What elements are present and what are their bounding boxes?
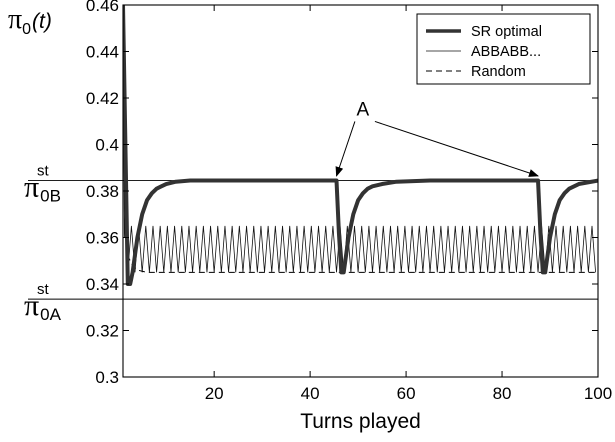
y-axis-label: π0(t) [8, 4, 52, 38]
x-axis-label: Turns played [300, 410, 421, 433]
y-tick-label: 0.42 [86, 89, 119, 108]
reference-label-pi0A_st: π0Ast [24, 281, 62, 324]
y-tick-label: 0.32 [86, 322, 119, 341]
x-tick-label: 60 [397, 384, 416, 403]
y-tick-label: 0.3 [95, 368, 119, 387]
x-tick-label: 20 [205, 384, 224, 403]
annotation-label: A [357, 99, 370, 120]
y-tick-label: 0.44 [86, 43, 119, 62]
legend-box [416, 13, 591, 85]
axes [122, 4, 599, 378]
y-tick-label: 0.38 [86, 182, 119, 201]
labels-layer: π0Bst π0Ast Turns played π0(t) [8, 4, 421, 433]
y-tick-label: 0.36 [86, 229, 119, 248]
reference-label-pi0B_st: π0Bst [24, 163, 61, 206]
annotation-arrow [335, 121, 356, 177]
tick-labels: 20 40 60 80 100 0.3 0.32 0.34 0.36 0.38 0.4 0.42 0.4… [86, 0, 612, 403]
x-tick-label: 80 [493, 384, 512, 403]
annotation-layer: A [335, 99, 539, 177]
series-abbabb-line [123, 5, 596, 273]
series-sr-optimal-line [123, 5, 598, 286]
series-layer [123, 5, 598, 286]
legend-label: ABBABB... [471, 44, 541, 60]
legend: SR optimal ABBABB... Random [416, 13, 591, 85]
y-tick-label: 0.34 [86, 275, 119, 294]
legend-label: SR optimal [471, 24, 542, 40]
y-tick-label: 0.4 [95, 136, 119, 155]
x-tick-label: 100 [584, 384, 612, 403]
y-tick-label: 0.46 [86, 0, 119, 15]
legend-label: Random [471, 64, 526, 80]
x-tick-label: 40 [301, 384, 320, 403]
annotation-arrow [374, 120, 539, 177]
